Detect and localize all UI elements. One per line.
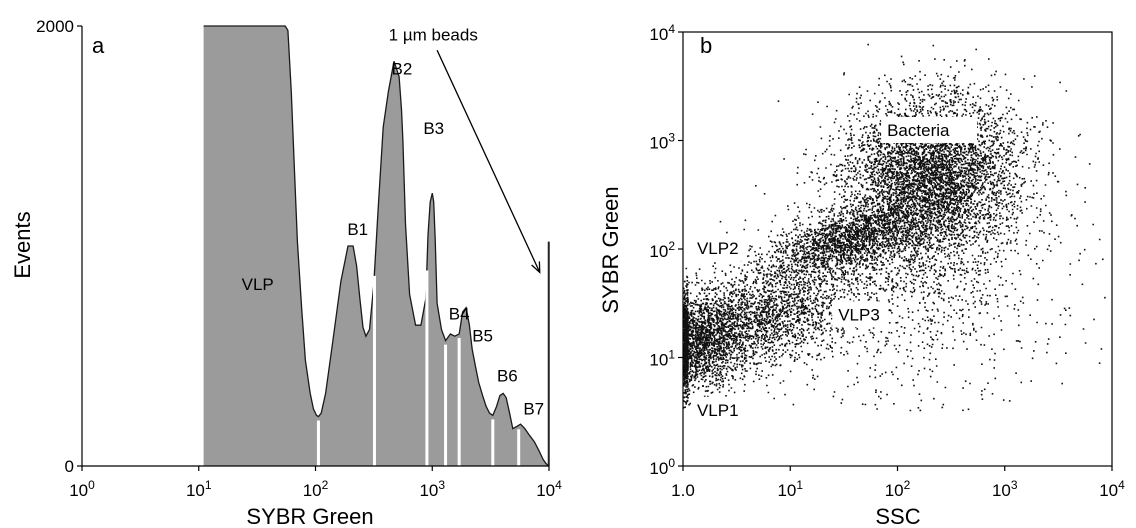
peak-label: B5	[472, 327, 493, 346]
peak-label: B1	[347, 220, 368, 239]
cluster-label: VLP2	[697, 239, 739, 258]
panel-a-y-axis-title: Events	[10, 211, 35, 278]
x-tick-label: 100	[69, 478, 95, 500]
cluster-label-bg	[690, 234, 747, 261]
cluster-label: VLP1	[697, 401, 739, 420]
x-tick-label: 103	[419, 478, 445, 500]
x-tick-label: 103	[992, 478, 1018, 500]
peak-label: B6	[497, 366, 518, 385]
x-tick-label: 1.0	[671, 481, 695, 500]
histogram-outline	[203, 25, 549, 467]
x-tick-label: 101	[186, 478, 212, 500]
beads-arrow	[436, 49, 541, 273]
panel-b-x-ticks: 1.0 101 102 103 104	[671, 466, 1125, 500]
scatter-dots	[683, 43, 1106, 412]
y-tick-label: 104	[649, 22, 675, 44]
panel-a-label: a	[92, 33, 105, 58]
cluster-label-bg	[881, 117, 978, 144]
panel-b-y-ticks: 100 101 102 103 104	[649, 22, 683, 478]
panel-b-label: b	[700, 33, 712, 58]
y-tick-label: 101	[649, 348, 675, 370]
cluster-label: VLP3	[838, 305, 880, 324]
scatter-points	[683, 43, 1106, 412]
y-tick-label: 102	[649, 239, 675, 261]
peak-label: B2	[392, 59, 413, 78]
x-tick-label: 102	[303, 478, 329, 500]
panel-a-x-axis-title: SYBR Green	[246, 504, 373, 528]
x-tick-label: 101	[777, 478, 803, 500]
panel-b-y-axis-title: SYBR Green	[598, 186, 623, 313]
cluster-label-bg	[832, 301, 889, 328]
beads-label: 1 µm beads	[389, 25, 478, 44]
panel-b-x-axis-title: SSC	[875, 504, 920, 528]
peak-label: B7	[523, 399, 544, 418]
panel-a-x-ticks: 100 101 102 103 104	[69, 466, 562, 500]
peak-label: B4	[449, 305, 470, 324]
peak-label: VLP	[242, 275, 274, 294]
beads-arrowhead	[531, 261, 541, 274]
panel-b: Bacteria VLP2 VLP3 VLP1 1.0 101 102 103 104 100…	[598, 22, 1125, 528]
x-tick-label: 102	[885, 478, 911, 500]
y-tick-label: 100	[649, 456, 675, 478]
bin-dividers	[316, 270, 521, 466]
cluster-labels: Bacteria VLP2 VLP3 VLP1	[690, 117, 978, 423]
cluster-label: Bacteria	[887, 121, 950, 140]
x-tick-label: 104	[536, 478, 562, 500]
y-tick-label: 103	[649, 131, 675, 153]
y-tick-label: 2000	[36, 17, 74, 36]
histogram-area	[203, 25, 550, 467]
peak-label: B3	[423, 119, 444, 138]
cluster-label-bg	[690, 396, 747, 423]
panel-a-y-ticks: 0 2000	[36, 17, 74, 476]
y-tick-label: 0	[65, 457, 74, 476]
x-tick-label: 104	[1099, 478, 1125, 500]
